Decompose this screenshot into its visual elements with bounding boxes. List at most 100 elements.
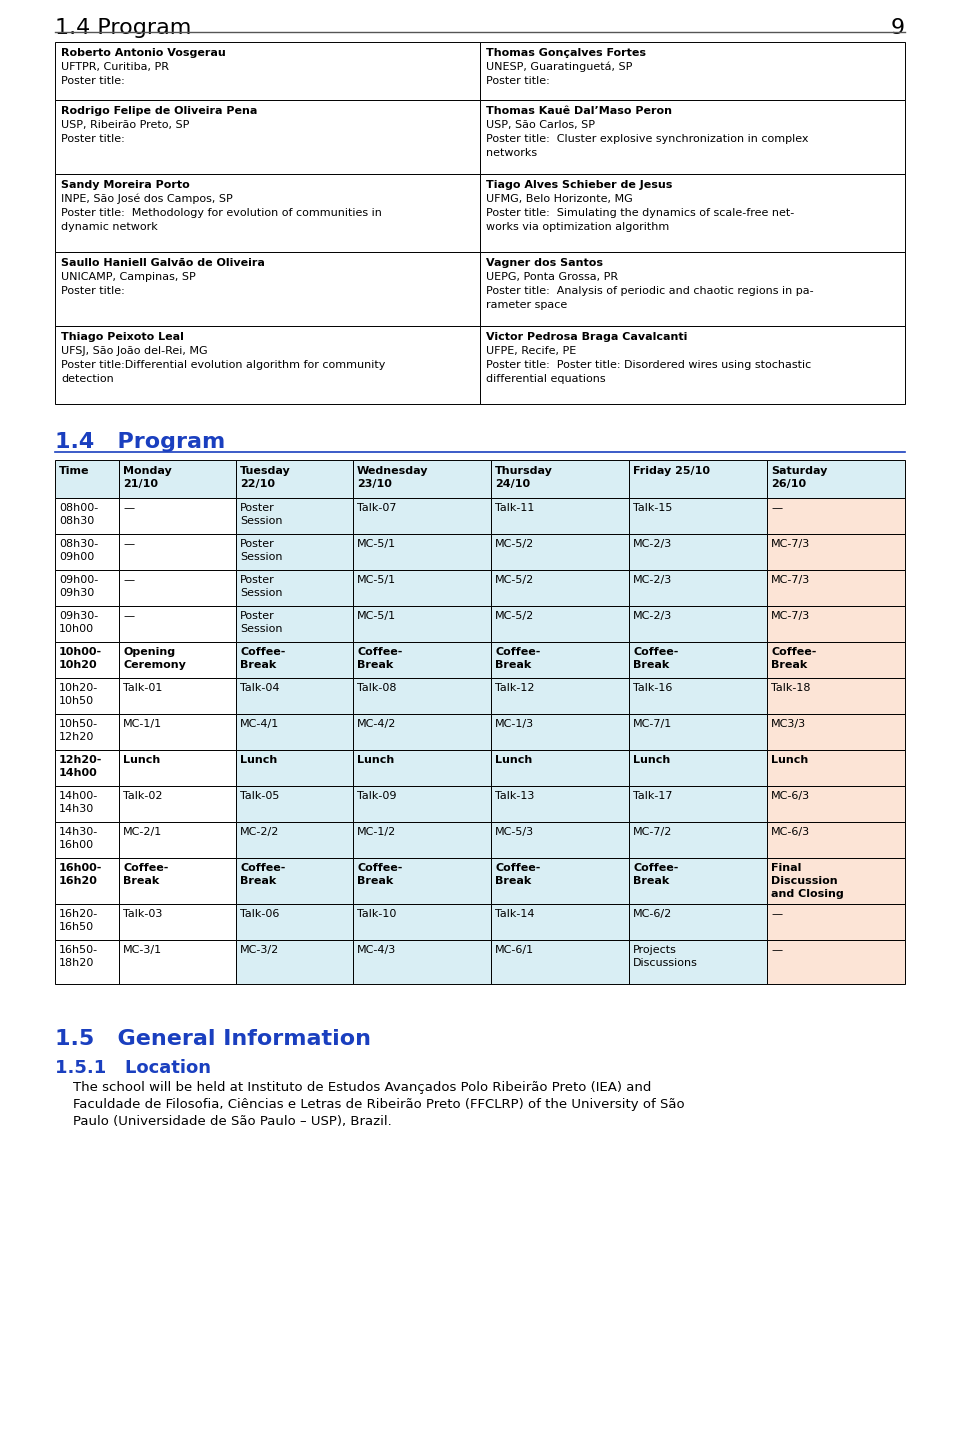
Text: Break: Break [633,876,669,886]
Bar [55,678,119,714]
Text: —: — [771,945,782,955]
Bar [767,534,905,570]
Bar [55,858,119,904]
Text: Talk-04: Talk-04 [240,684,279,694]
Bar [55,42,480,99]
Text: Vagner dos Santos: Vagner dos Santos [486,258,603,268]
Text: Coffee-: Coffee- [357,648,402,658]
Bar [55,534,119,570]
Text: Session: Session [240,517,283,527]
Bar [480,174,905,252]
Text: UFSJ, São João del-Rei, MG: UFSJ, São João del-Rei, MG [61,345,207,355]
Text: 16h00: 16h00 [59,840,94,850]
Bar [353,786,492,822]
Text: Talk-05: Talk-05 [240,791,279,802]
Bar [236,904,353,940]
Text: UNESP, Guaratinguetá, SP: UNESP, Guaratinguetá, SP [486,62,633,72]
Bar [55,174,480,252]
Text: Talk-06: Talk-06 [240,909,279,920]
Text: Saturday: Saturday [771,466,828,476]
Bar [629,534,767,570]
Text: 14h30: 14h30 [59,804,94,814]
Bar [353,606,492,642]
Text: Coffee-: Coffee- [240,648,285,658]
Text: Poster title:: Poster title: [61,286,125,296]
Bar [767,858,905,904]
Bar [629,904,767,940]
Text: Session: Session [240,589,283,599]
Text: Victor Pedrosa Braga Cavalcanti: Victor Pedrosa Braga Cavalcanti [486,332,687,342]
Text: Break: Break [123,876,159,886]
Text: Talk-09: Talk-09 [357,791,396,802]
Text: Coffee-: Coffee- [240,863,285,873]
Text: Faculdade de Filosofia, Ciências e Letras de Ribeirão Preto (FFCLRP) of the Univ: Faculdade de Filosofia, Ciências e Letra… [73,1098,684,1111]
Bar [492,606,629,642]
Text: Talk-13: Talk-13 [495,791,535,802]
Bar [629,606,767,642]
Bar [492,786,629,822]
Text: Poster: Poster [240,504,275,512]
Text: MC-7/2: MC-7/2 [633,827,672,837]
Bar [767,822,905,858]
Text: MC-2/3: MC-2/3 [633,612,672,622]
Text: Friday 25/10: Friday 25/10 [633,466,710,476]
Bar [492,678,629,714]
Text: USP, São Carlos, SP: USP, São Carlos, SP [486,119,595,130]
Text: 08h30-: 08h30- [59,540,98,550]
Text: 10h00-: 10h00- [59,648,102,658]
Bar [353,534,492,570]
Text: Talk-02: Talk-02 [123,791,163,802]
Bar [119,570,236,606]
Text: Break: Break [495,876,531,886]
Text: Discussion: Discussion [771,876,838,886]
Text: MC-4/1: MC-4/1 [240,720,279,730]
Text: MC-5/1: MC-5/1 [357,576,396,586]
Text: 9: 9 [891,19,905,37]
Bar [236,678,353,714]
Text: Poster title:: Poster title: [61,134,125,144]
Text: Poster: Poster [240,540,275,550]
Text: USP, Ribeirão Preto, SP: USP, Ribeirão Preto, SP [61,119,189,130]
Bar [119,822,236,858]
Text: MC-7/3: MC-7/3 [771,576,810,586]
Bar [236,822,353,858]
Bar [236,606,353,642]
Text: UEPG, Ponta Grossa, PR: UEPG, Ponta Grossa, PR [486,272,618,282]
Text: dynamic network: dynamic network [61,222,157,232]
Bar [480,327,905,404]
Text: detection: detection [61,374,113,384]
Text: Coffee-: Coffee- [771,648,816,658]
Text: Roberto Antonio Vosgerau: Roberto Antonio Vosgerau [61,47,226,58]
Text: Session: Session [240,625,283,635]
Text: Poster title:  Simulating the dynamics of scale-free net-: Poster title: Simulating the dynamics of… [486,209,794,217]
Bar [353,940,492,984]
Bar [236,534,353,570]
Text: —: — [123,504,134,512]
Text: 09h30-: 09h30- [59,612,98,622]
Text: MC-5/3: MC-5/3 [495,827,534,837]
Text: Poster title:: Poster title: [61,76,125,86]
Bar [767,940,905,984]
Text: Poster title:: Poster title: [486,76,550,86]
Text: Poster title:  Analysis of periodic and chaotic regions in pa-: Poster title: Analysis of periodic and c… [486,286,814,296]
Bar [55,642,119,678]
Text: MC-5/1: MC-5/1 [357,540,396,550]
Text: 16h50: 16h50 [59,922,94,932]
Bar [55,570,119,606]
Text: Thomas Gonçalves Fortes: Thomas Gonçalves Fortes [486,47,646,58]
Text: Thiago Peixoto Leal: Thiago Peixoto Leal [61,332,184,342]
Text: —: — [123,540,134,550]
Text: Talk-11: Talk-11 [495,504,535,512]
Bar [236,786,353,822]
Bar [119,678,236,714]
Text: Break: Break [240,661,276,671]
Text: Talk-12: Talk-12 [495,684,535,694]
Bar [767,642,905,678]
Text: Lunch: Lunch [357,755,395,766]
Text: 18h20: 18h20 [59,958,94,968]
Text: Coffee-: Coffee- [123,863,169,873]
Text: 22/10: 22/10 [240,479,276,489]
Text: 1.4   Program: 1.4 Program [55,432,226,452]
Text: Final: Final [771,863,802,873]
Text: 14h30-: 14h30- [59,827,98,837]
